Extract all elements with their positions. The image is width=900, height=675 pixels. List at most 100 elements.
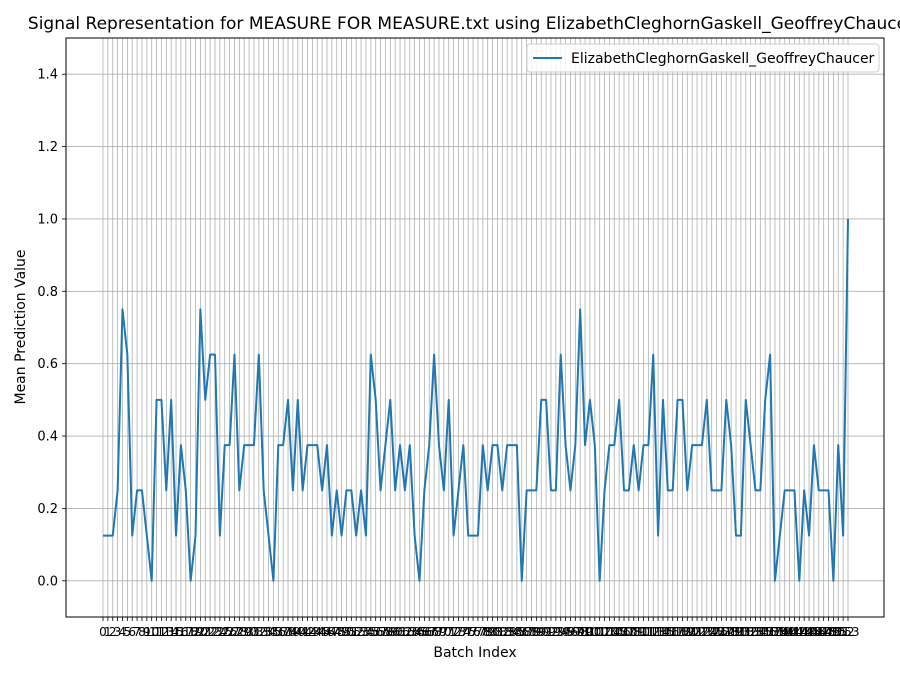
y-axis-ticks: 0.0 0.2 0.4 0.6 0.8 1.0 1.2 1.4 — [37, 68, 66, 589]
x-tick-label: 79 — [480, 625, 495, 639]
y-tick-label: 0.4 — [37, 430, 58, 445]
x-tick-label: 29 — [237, 625, 252, 639]
x-tick-label: 32 — [251, 625, 266, 639]
x-tick-label: 109 — [622, 625, 645, 639]
x-tick-label: 127 — [710, 625, 733, 639]
x-tick-label: 16 — [173, 625, 188, 639]
x-tick-label: 118 — [666, 625, 689, 639]
x-tick-label: 30 — [241, 625, 256, 639]
x-tick-label: 51 — [344, 625, 359, 639]
x-tick-label: 94 — [553, 625, 568, 639]
x-tick-label: 141 — [778, 625, 801, 639]
x-tick-label: 131 — [729, 625, 752, 639]
x-tick-label: 17 — [178, 625, 193, 639]
x-tick-label: 129 — [720, 625, 743, 639]
x-tick-label: 91 — [538, 625, 553, 639]
x-tick-label: 76 — [465, 625, 480, 639]
x-tick-label: 39 — [285, 625, 300, 639]
chart-title: Signal Representation for MEASURE FOR ME… — [28, 14, 900, 34]
x-tick-label: 6 — [128, 625, 136, 639]
x-tick-label: 68 — [426, 625, 441, 639]
x-tick-label: 144 — [793, 625, 816, 639]
x-tick-label: 138 — [764, 625, 787, 639]
x-tick-label: 151 — [827, 625, 850, 639]
x-tick-label: 125 — [700, 625, 723, 639]
x-tick-label: 126 — [705, 625, 728, 639]
x-tick-label: 7 — [133, 625, 141, 639]
x-tick-label: 83 — [500, 625, 515, 639]
x-tick-label: 117 — [661, 625, 684, 639]
x-tick-label: 66 — [417, 625, 432, 639]
x-tick-label: 64 — [407, 625, 422, 639]
x-tick-label: 119 — [671, 625, 694, 639]
x-tick-label: 95 — [558, 625, 573, 639]
x-tick-label: 62 — [397, 625, 412, 639]
x-tick-label: 13 — [159, 625, 174, 639]
x-tick-label: 139 — [768, 625, 791, 639]
x-tick-label: 145 — [798, 625, 821, 639]
x-tick-label: 113 — [642, 625, 665, 639]
x-tick-label: 116 — [656, 625, 679, 639]
x-axis-ticks: 0123456789101112131415161718192021222324… — [99, 617, 859, 639]
x-tick-label: 128 — [715, 625, 738, 639]
x-tick-label: 61 — [392, 625, 407, 639]
x-tick-label: 111 — [632, 625, 655, 639]
x-tick-label: 149 — [817, 625, 840, 639]
x-tick-label: 133 — [739, 625, 762, 639]
x-tick-label: 77 — [470, 625, 485, 639]
x-tick-label: 48 — [329, 625, 344, 639]
x-tick-label: 49 — [334, 625, 349, 639]
x-tick-label: 74 — [456, 625, 471, 639]
x-tick-label: 25 — [217, 625, 232, 639]
x-tick-label: 31 — [246, 625, 261, 639]
x-tick-label: 63 — [402, 625, 417, 639]
x-tick-label: 88 — [524, 625, 539, 639]
x-tick-label: 9 — [143, 625, 151, 639]
x-tick-label: 89 — [529, 625, 544, 639]
x-tick-label: 5 — [124, 625, 132, 639]
x-tick-label: 4 — [119, 625, 127, 639]
x-tick-label: 55 — [363, 625, 378, 639]
x-tick-label: 148 — [812, 625, 835, 639]
x-tick-label: 81 — [490, 625, 505, 639]
x-tick-label: 101 — [583, 625, 606, 639]
x-tick-label: 37 — [276, 625, 291, 639]
x-tick-label: 35 — [266, 625, 281, 639]
x-tick-label: 59 — [383, 625, 398, 639]
x-tick-label: 33 — [256, 625, 271, 639]
x-tick-label: 85 — [509, 625, 524, 639]
x-tick-label: 132 — [734, 625, 757, 639]
x-tick-label: 92 — [543, 625, 558, 639]
x-tick-label: 36 — [271, 625, 286, 639]
x-tick-label: 98 — [573, 625, 588, 639]
x-tick-label: 10 — [144, 625, 159, 639]
y-tick-label: 0.0 — [37, 574, 58, 589]
y-tick-label: 1.2 — [37, 140, 58, 155]
x-tick-label: 0 — [99, 625, 107, 639]
y-tick-label: 1.0 — [37, 212, 58, 227]
y-tick-label: 0.6 — [37, 357, 58, 372]
x-tick-label: 96 — [563, 625, 578, 639]
plot-frame — [65, 37, 885, 618]
x-tick-label: 56 — [368, 625, 383, 639]
x-tick-label: 22 — [202, 625, 217, 639]
x-tick-label: 21 — [198, 625, 213, 639]
x-tick-label: 130 — [725, 625, 748, 639]
x-tick-label: 114 — [647, 625, 670, 639]
x-tick-label: 121 — [681, 625, 704, 639]
x-tick-label: 14 — [164, 625, 179, 639]
x-tick-label: 47 — [324, 625, 339, 639]
series-line — [103, 218, 849, 582]
x-tick-label: 104 — [598, 625, 621, 639]
x-tick-label: 44 — [310, 625, 325, 639]
x-tick-label: 72 — [446, 625, 461, 639]
x-tick-label: 3 — [114, 625, 122, 639]
x-tick-label: 86 — [514, 625, 529, 639]
x-tick-label: 146 — [802, 625, 825, 639]
x-tick-label: 134 — [744, 625, 767, 639]
x-tick-label: 122 — [686, 625, 709, 639]
x-tick-label: 57 — [373, 625, 388, 639]
x-tick-label: 152 — [832, 625, 855, 639]
x-tick-label: 71 — [441, 625, 456, 639]
